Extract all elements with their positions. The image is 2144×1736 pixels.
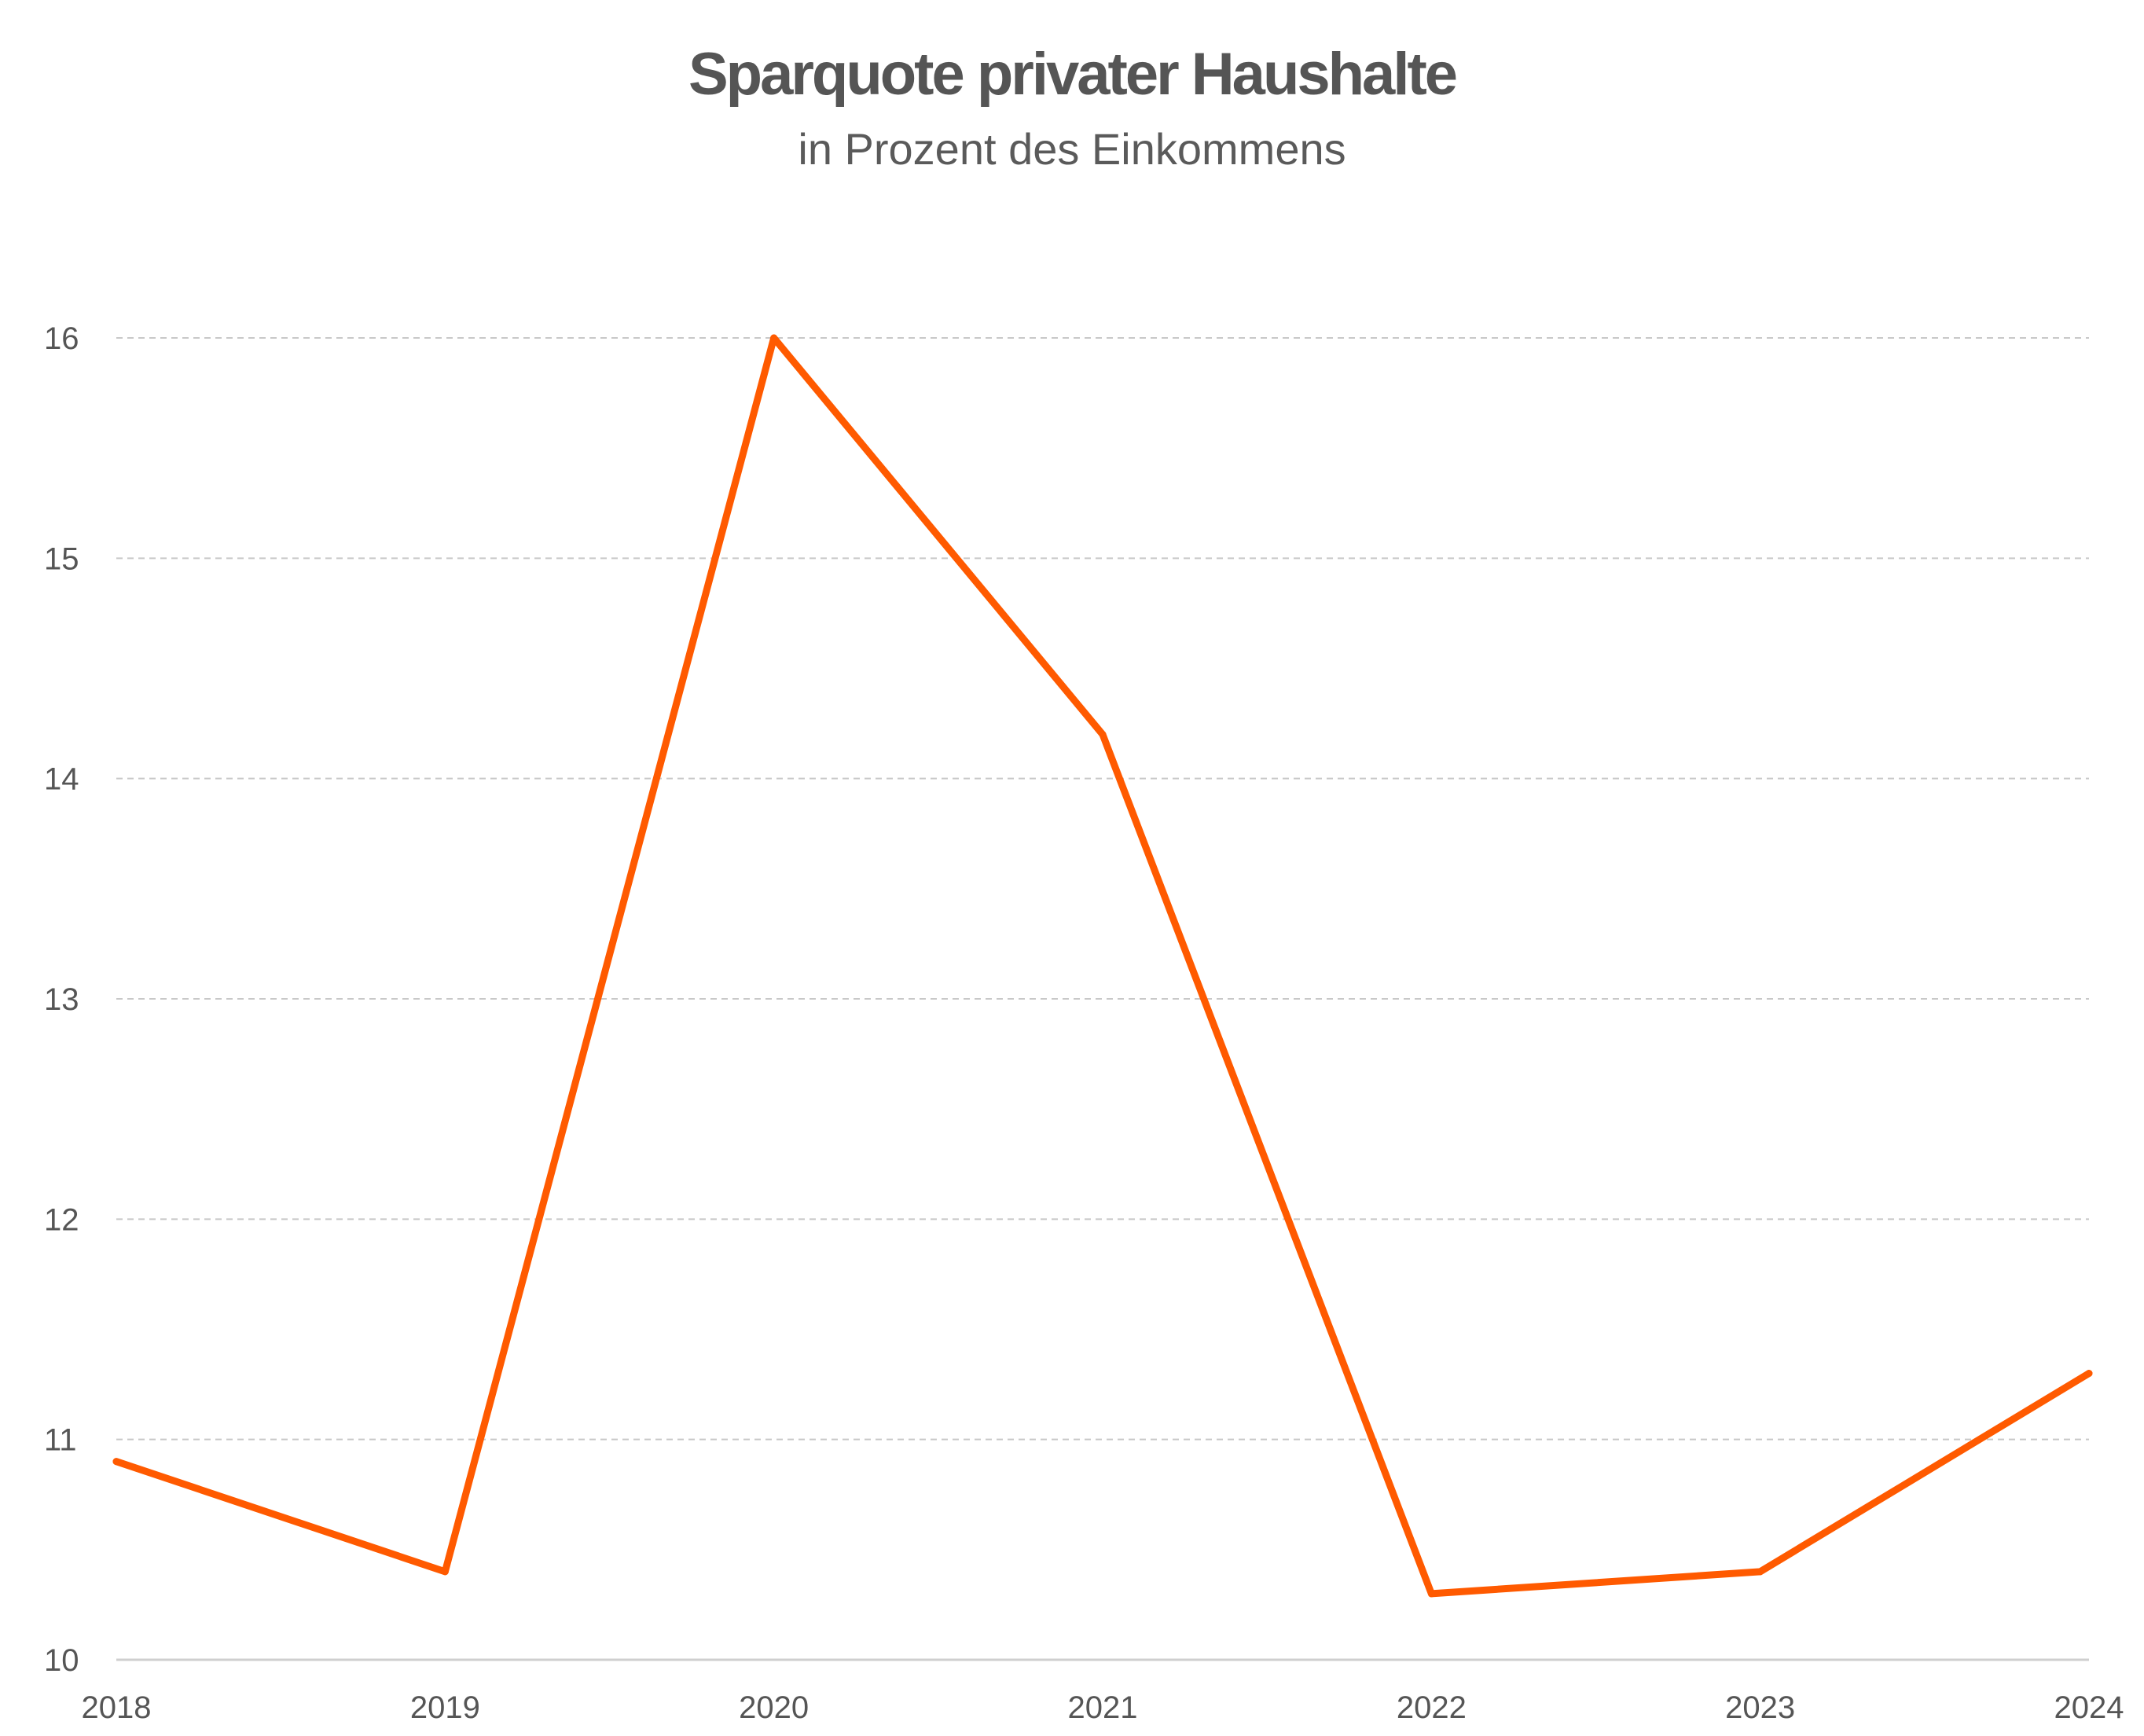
y-tick-label: 10	[44, 1643, 79, 1678]
gridlines	[116, 337, 2089, 1441]
x-tick-label: 2024	[2054, 1690, 2124, 1725]
data-point	[770, 334, 778, 342]
x-tick-label: 2019	[410, 1690, 480, 1725]
chart-header: Sparquote privater Haushalte in Prozent …	[0, 31, 2144, 181]
data-point	[1099, 731, 1107, 739]
data-point	[1427, 1590, 1435, 1598]
x-tick-label: 2021	[1068, 1690, 1138, 1725]
chart-title: Sparquote privater Haushalte	[688, 41, 1458, 108]
x-tick-label: 2022	[1397, 1690, 1467, 1725]
y-tick-label: 15	[44, 541, 79, 576]
x-tick-label: 2020	[739, 1690, 809, 1725]
data-point	[1757, 1568, 1764, 1576]
data-point	[441, 1568, 449, 1576]
y-tick-label: 14	[44, 762, 79, 797]
y-tick-label: 13	[44, 982, 79, 1017]
data-point	[112, 1458, 120, 1466]
chart-subtitle: in Prozent des Einkommens	[798, 124, 1346, 174]
x-tick-label: 2018	[82, 1690, 152, 1725]
data-point	[2085, 1370, 2093, 1378]
series	[112, 334, 2093, 1598]
y-tick-label: 12	[44, 1202, 79, 1237]
y-axis-ticks: 10 11 12 13 14 15 16	[44, 321, 79, 1678]
x-axis-ticks: 2018 2019 2020 2021 2022 2023 2024	[82, 1690, 2124, 1725]
series-line-0	[112, 334, 2093, 1598]
y-tick-label: 11	[44, 1423, 77, 1458]
y-tick-label: 16	[44, 321, 79, 356]
x-tick-label: 2023	[1725, 1690, 1795, 1725]
